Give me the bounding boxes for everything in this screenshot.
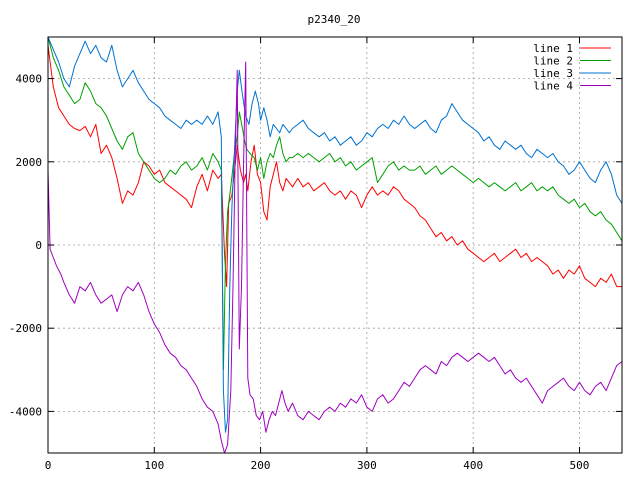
legend-label-2: line 2 [533,55,573,68]
grid [48,37,622,453]
legend-label-4: line 4 [533,80,573,93]
y-tick-label: -4000 [9,405,42,418]
series-line-4 [48,61,622,453]
x-tick-label: 500 [570,459,590,472]
x-tick-label: 100 [144,459,164,472]
legend-label-3: line 3 [533,67,573,80]
series-lines [48,37,622,453]
y-tick-label: 4000 [16,73,43,86]
x-tick-label: 300 [357,459,377,472]
y-tick-label: -2000 [9,322,42,335]
x-tick-label: 200 [251,459,271,472]
axis-ticks: 0 100 200 300 400 500 -4000 -2000 0 2000 4000 [9,37,622,472]
series-line-1 [48,45,622,288]
y-tick-label: 0 [35,239,42,252]
series-line-2 [48,37,622,371]
chart-title: p2340_20 [308,13,361,26]
legend-label-1: line 1 [533,42,573,55]
series-line-3 [48,37,622,433]
y-tick-label: 2000 [16,156,43,169]
x-tick-label: 400 [463,459,483,472]
x-tick-label: 0 [45,459,52,472]
